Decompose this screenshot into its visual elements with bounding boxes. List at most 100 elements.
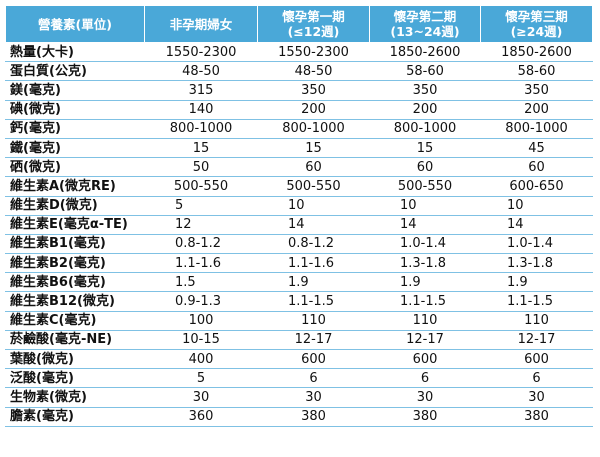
table-cell: 10-15: [144, 330, 258, 351]
table-cell: 58-60: [480, 61, 593, 82]
table-cell: 15: [369, 138, 481, 159]
table-cell: 48-50: [257, 61, 370, 82]
table-cell: 380: [480, 407, 593, 427]
table-cell: 380: [369, 407, 481, 427]
table-cell: 140: [144, 100, 258, 120]
table-cell: 800-1000: [369, 119, 481, 139]
table-row: 膽素(毫克) 360 380 380 380: [5, 407, 593, 427]
row-label: 膽素(毫克): [5, 407, 145, 427]
table-cell: 0.8-1.2: [257, 234, 370, 255]
header-third-trimester: 懷孕第三期 (≥24週): [480, 5, 593, 43]
row-label: 葉酸(微克): [5, 349, 145, 370]
table-cell: 200: [480, 100, 593, 120]
table-cell: 400: [144, 349, 258, 370]
table-cell: 5: [144, 196, 258, 216]
table-row: 泛酸(毫克) 5 6 6 6: [5, 368, 593, 389]
row-label: 生物素(微克): [5, 387, 145, 408]
row-label: 維生素C(毫克): [5, 311, 145, 331]
table-row: 維生素B6(毫克) 1.5 1.9 1.9 1.9: [5, 272, 593, 293]
header-row: 營養素(單位) 非孕期婦女 懷孕第一期 (≤12週) 懷孕第二期 (13~24週…: [5, 5, 593, 43]
table-cell: 1.3-1.8: [480, 253, 593, 274]
header-non-pregnant: 非孕期婦女: [144, 5, 258, 43]
table-cell: 600-650: [480, 176, 593, 197]
table-row: 維生素C(毫克) 100 110 110 110: [5, 311, 593, 331]
table-row: 菸鹼酸(毫克-NE) 10-15 12-17 12-17 12-17: [5, 330, 593, 351]
table-cell: 6: [480, 368, 593, 389]
row-label: 維生素B2(毫克): [5, 253, 145, 274]
table-row: 鈣(毫克) 800-1000 800-1000 800-1000 800-1000: [5, 119, 593, 139]
table-row: 維生素B2(毫克) 1.1-1.6 1.1-1.6 1.3-1.8 1.3-1.8: [5, 253, 593, 274]
table-row: 葉酸(微克) 400 600 600 600: [5, 349, 593, 370]
row-label: 維生素B12(微克): [5, 291, 145, 312]
table-cell: 30: [144, 387, 258, 408]
table-cell: 360: [144, 407, 258, 427]
table-cell: 0.8-1.2: [144, 234, 258, 255]
table-cell: 500-550: [144, 176, 258, 197]
table-cell: 1850-2600: [369, 41, 481, 63]
table-cell: 1550-2300: [257, 41, 370, 63]
table-cell: 30: [257, 387, 370, 408]
table-cell: 12-17: [369, 330, 481, 351]
table-cell: 100: [144, 311, 258, 331]
table-cell: 350: [257, 80, 370, 101]
table-cell: 110: [369, 311, 481, 331]
table-cell: 6: [257, 368, 370, 389]
table-cell: 350: [369, 80, 481, 101]
table-cell: 60: [257, 157, 370, 178]
row-label: 泛酸(毫克): [5, 368, 145, 389]
table-cell: 500-550: [257, 176, 370, 197]
table-row: 碘(微克) 140 200 200 200: [5, 100, 593, 120]
table-cell: 48-50: [144, 61, 258, 82]
table-cell: 600: [369, 349, 481, 370]
row-label: 鐵(毫克): [5, 138, 145, 159]
table-cell: 1.9: [257, 272, 370, 293]
table-row: 蛋白質(公克) 48-50 48-50 58-60 58-60: [5, 61, 593, 82]
row-label: 硒(微克): [5, 157, 145, 178]
table-cell: 200: [369, 100, 481, 120]
table-cell: 30: [369, 387, 481, 408]
row-label: 維生素B6(毫克): [5, 272, 145, 293]
pregnancy-nutrient-table: 營養素(單位) 非孕期婦女 懷孕第一期 (≤12週) 懷孕第二期 (13~24週…: [5, 5, 593, 427]
table-cell: 600: [257, 349, 370, 370]
row-label: 維生素D(微克): [5, 196, 145, 216]
table-row: 鎂(毫克) 315 350 350 350: [5, 80, 593, 101]
table-cell: 14: [480, 215, 593, 235]
table-cell: 10: [480, 196, 593, 216]
row-label: 碘(微克): [5, 100, 145, 120]
table-cell: 15: [144, 138, 258, 159]
table-row: 維生素E(毫克α-TE) 12 14 14 14: [5, 215, 593, 235]
table-cell: 6: [369, 368, 481, 389]
table-cell: 60: [480, 157, 593, 178]
table-cell: 1550-2300: [144, 41, 258, 63]
row-label: 維生素E(毫克α-TE): [5, 215, 145, 235]
table-cell: 1.5: [144, 272, 258, 293]
table-cell: 1.9: [369, 272, 481, 293]
table-cell: 14: [369, 215, 481, 235]
table-cell: 12-17: [257, 330, 370, 351]
table-cell: 1.9: [480, 272, 593, 293]
table-row: 維生素B12(微克) 0.9-1.3 1.1-1.5 1.1-1.5 1.1-1.5: [5, 291, 593, 312]
table-cell: 10: [257, 196, 370, 216]
table-cell: 600: [480, 349, 593, 370]
table-cell: 1.1-1.5: [257, 291, 370, 312]
table-cell: 14: [257, 215, 370, 235]
table-cell: 1.1-1.5: [369, 291, 481, 312]
table-cell: 800-1000: [144, 119, 258, 139]
header-first-trimester: 懷孕第一期 (≤12週): [257, 5, 370, 43]
row-label: 鈣(毫克): [5, 119, 145, 139]
table-cell: 10: [369, 196, 481, 216]
row-label: 維生素A(微克RE): [5, 176, 145, 197]
table-cell: 12: [144, 215, 258, 235]
table-cell: 1.1-1.6: [144, 253, 258, 274]
table-cell: 200: [257, 100, 370, 120]
table-cell: 12-17: [480, 330, 593, 351]
header-second-trimester: 懷孕第二期 (13~24週): [369, 5, 481, 43]
header-nutrient-unit: 營養素(單位): [5, 5, 145, 43]
row-label: 蛋白質(公克): [5, 61, 145, 82]
table-cell: 1.0-1.4: [480, 234, 593, 255]
table-cell: 380: [257, 407, 370, 427]
table-cell: 500-550: [369, 176, 481, 197]
table-cell: 30: [480, 387, 593, 408]
table-row: 維生素D(微克) 5 10 10 10: [5, 196, 593, 216]
table-cell: 1.1-1.6: [257, 253, 370, 274]
